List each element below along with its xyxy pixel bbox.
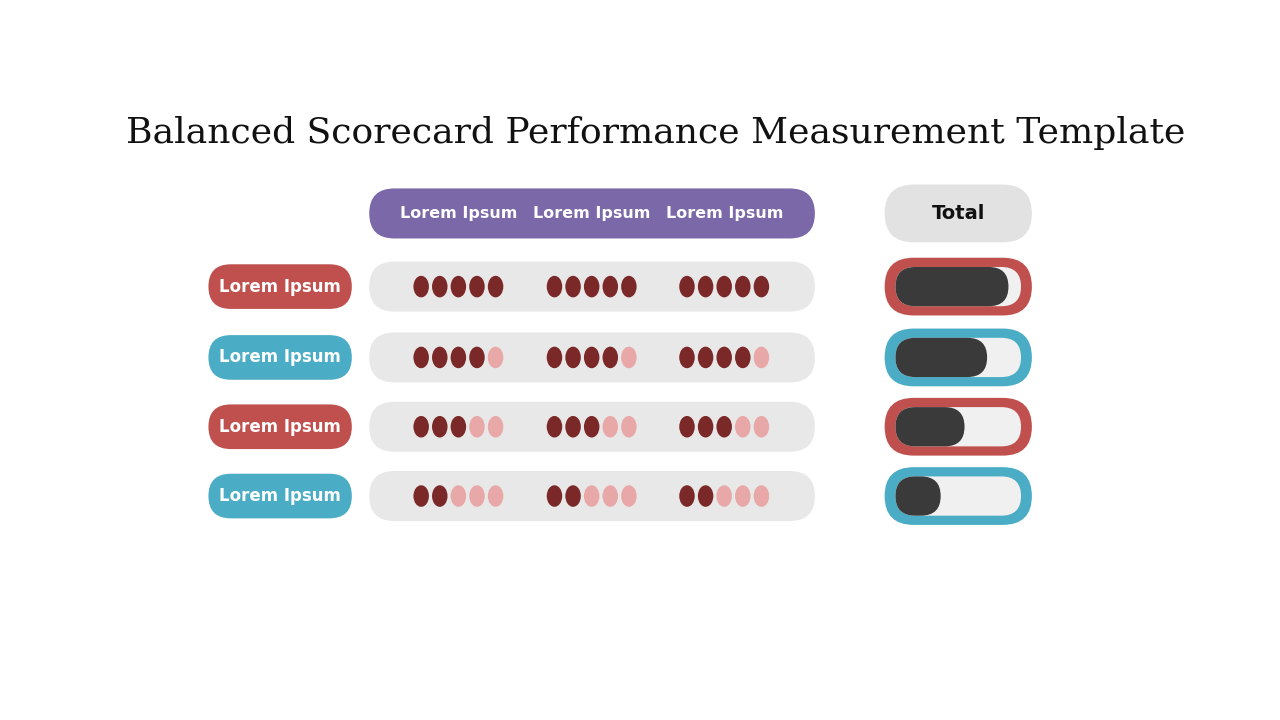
Ellipse shape xyxy=(547,276,562,297)
FancyBboxPatch shape xyxy=(896,267,1009,306)
Ellipse shape xyxy=(566,416,581,438)
FancyBboxPatch shape xyxy=(884,328,1032,387)
Ellipse shape xyxy=(717,485,732,507)
Text: Balanced Scorecard Performance Measurement Template: Balanced Scorecard Performance Measureme… xyxy=(127,116,1185,150)
Ellipse shape xyxy=(621,485,636,507)
Ellipse shape xyxy=(698,485,713,507)
Ellipse shape xyxy=(754,485,769,507)
FancyBboxPatch shape xyxy=(896,338,987,377)
Ellipse shape xyxy=(603,416,618,438)
Ellipse shape xyxy=(717,276,732,297)
Ellipse shape xyxy=(621,416,636,438)
Text: Lorem Ipsum: Lorem Ipsum xyxy=(219,278,340,296)
FancyBboxPatch shape xyxy=(369,333,815,382)
Ellipse shape xyxy=(488,346,503,368)
Ellipse shape xyxy=(451,346,466,368)
Ellipse shape xyxy=(717,346,732,368)
FancyBboxPatch shape xyxy=(369,261,815,312)
Ellipse shape xyxy=(603,346,618,368)
Ellipse shape xyxy=(451,485,466,507)
Text: Lorem Ipsum: Lorem Ipsum xyxy=(532,206,650,221)
Ellipse shape xyxy=(566,346,581,368)
Ellipse shape xyxy=(413,485,429,507)
Ellipse shape xyxy=(547,346,562,368)
Ellipse shape xyxy=(413,276,429,297)
Ellipse shape xyxy=(584,346,599,368)
Ellipse shape xyxy=(754,276,769,297)
Ellipse shape xyxy=(413,346,429,368)
Ellipse shape xyxy=(698,416,713,438)
Ellipse shape xyxy=(470,346,485,368)
Ellipse shape xyxy=(584,276,599,297)
Ellipse shape xyxy=(433,485,448,507)
Ellipse shape xyxy=(470,416,485,438)
Ellipse shape xyxy=(433,276,448,297)
FancyBboxPatch shape xyxy=(369,471,815,521)
FancyBboxPatch shape xyxy=(896,407,965,446)
Ellipse shape xyxy=(735,416,750,438)
Ellipse shape xyxy=(680,276,695,297)
Ellipse shape xyxy=(413,416,429,438)
Ellipse shape xyxy=(717,416,732,438)
FancyBboxPatch shape xyxy=(209,405,352,449)
Ellipse shape xyxy=(584,416,599,438)
Ellipse shape xyxy=(566,485,581,507)
Ellipse shape xyxy=(621,346,636,368)
FancyBboxPatch shape xyxy=(209,474,352,518)
Ellipse shape xyxy=(488,276,503,297)
Text: Total: Total xyxy=(932,204,984,223)
Ellipse shape xyxy=(680,416,695,438)
Text: Lorem Ipsum: Lorem Ipsum xyxy=(666,206,783,221)
FancyBboxPatch shape xyxy=(369,189,815,238)
Ellipse shape xyxy=(698,276,713,297)
Ellipse shape xyxy=(433,346,448,368)
FancyBboxPatch shape xyxy=(896,477,941,516)
Ellipse shape xyxy=(488,485,503,507)
FancyBboxPatch shape xyxy=(896,338,1021,377)
Ellipse shape xyxy=(735,485,750,507)
Text: Lorem Ipsum: Lorem Ipsum xyxy=(219,348,340,366)
Ellipse shape xyxy=(603,276,618,297)
FancyBboxPatch shape xyxy=(896,407,1021,446)
Ellipse shape xyxy=(603,485,618,507)
Ellipse shape xyxy=(451,276,466,297)
Ellipse shape xyxy=(566,276,581,297)
Ellipse shape xyxy=(680,485,695,507)
Ellipse shape xyxy=(451,416,466,438)
Ellipse shape xyxy=(470,485,485,507)
Ellipse shape xyxy=(433,416,448,438)
FancyBboxPatch shape xyxy=(369,402,815,451)
Ellipse shape xyxy=(680,346,695,368)
FancyBboxPatch shape xyxy=(884,258,1032,315)
Ellipse shape xyxy=(735,276,750,297)
Ellipse shape xyxy=(754,346,769,368)
Text: Lorem Ipsum: Lorem Ipsum xyxy=(219,418,340,436)
Ellipse shape xyxy=(698,346,713,368)
Ellipse shape xyxy=(547,485,562,507)
Ellipse shape xyxy=(735,346,750,368)
FancyBboxPatch shape xyxy=(209,264,352,309)
FancyBboxPatch shape xyxy=(896,477,1021,516)
Text: Lorem Ipsum: Lorem Ipsum xyxy=(399,206,517,221)
FancyBboxPatch shape xyxy=(884,184,1032,243)
Ellipse shape xyxy=(621,276,636,297)
FancyBboxPatch shape xyxy=(884,467,1032,525)
Ellipse shape xyxy=(488,416,503,438)
Ellipse shape xyxy=(754,416,769,438)
FancyBboxPatch shape xyxy=(884,398,1032,456)
Text: Lorem Ipsum: Lorem Ipsum xyxy=(219,487,340,505)
Ellipse shape xyxy=(584,485,599,507)
FancyBboxPatch shape xyxy=(896,267,1021,306)
Ellipse shape xyxy=(470,276,485,297)
FancyBboxPatch shape xyxy=(209,335,352,379)
Ellipse shape xyxy=(547,416,562,438)
